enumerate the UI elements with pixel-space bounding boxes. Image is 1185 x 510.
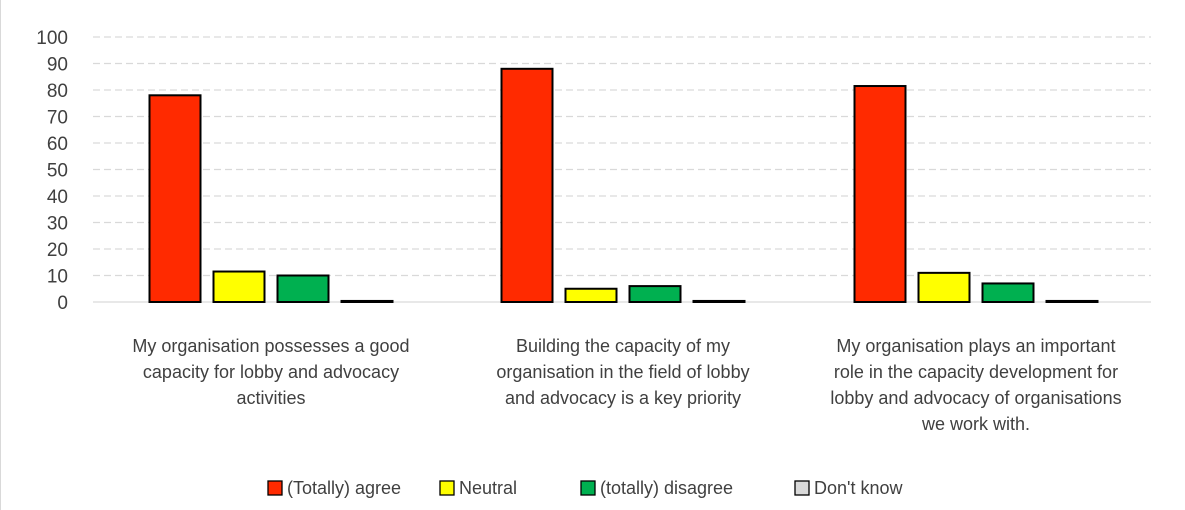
legend-swatch bbox=[267, 480, 283, 496]
bar bbox=[276, 274, 330, 303]
y-tick-label: 60 bbox=[47, 134, 68, 155]
bar bbox=[340, 299, 394, 304]
bars bbox=[148, 67, 1099, 304]
bar bbox=[628, 285, 682, 304]
x-axis-labels: My organisation possesses a good capacity… bbox=[132, 336, 1121, 434]
legend-swatch bbox=[580, 480, 596, 496]
x-category-label: Building the capacity of my organisation … bbox=[496, 336, 749, 408]
x-category-label-line: role in the capacity development for bbox=[834, 362, 1118, 382]
y-tick-label: 70 bbox=[47, 108, 68, 129]
x-category-label-line: organisation in the field of lobby bbox=[496, 362, 749, 382]
x-category-label: My organisation plays an important role i… bbox=[830, 336, 1121, 434]
y-tick-label: 10 bbox=[47, 267, 68, 288]
x-category-label-line: lobby and advocacy of organisations bbox=[830, 388, 1121, 408]
y-tick-label: 90 bbox=[47, 55, 68, 76]
bar bbox=[917, 271, 971, 304]
y-tick-label: 40 bbox=[47, 187, 68, 208]
legend-label: Don't know bbox=[814, 478, 903, 498]
legend: (Totally) agree Neutral (totally) disagree… bbox=[267, 478, 903, 498]
x-category-label-line: activities bbox=[236, 388, 305, 408]
gridlines bbox=[93, 36, 1151, 277]
x-category-label-line: Building the capacity of my bbox=[516, 336, 730, 356]
legend-label: (Totally) agree bbox=[287, 478, 401, 498]
bar bbox=[500, 67, 554, 303]
x-category-label-line: My organisation plays an important bbox=[836, 336, 1115, 356]
bar bbox=[692, 299, 746, 304]
y-tick-label: 50 bbox=[47, 161, 68, 182]
bar bbox=[212, 270, 266, 303]
y-tick-label: 30 bbox=[47, 214, 68, 235]
y-axis: 0 10 20 30 40 50 60 70 80 90 100 bbox=[36, 28, 68, 314]
y-tick-label: 100 bbox=[36, 28, 68, 49]
legend-swatch bbox=[794, 480, 810, 496]
bar bbox=[148, 94, 202, 303]
bar bbox=[981, 282, 1035, 304]
legend-label: Neutral bbox=[459, 478, 517, 498]
y-tick-label: 0 bbox=[57, 293, 68, 314]
bar bbox=[564, 287, 618, 303]
y-tick-label: 20 bbox=[47, 240, 68, 261]
bar bbox=[1045, 299, 1099, 304]
x-category-label-line: we work with. bbox=[921, 414, 1030, 434]
x-category-label-line: My organisation possesses a good bbox=[132, 336, 409, 356]
bar bbox=[853, 85, 907, 304]
x-category-label-line: and advocacy is a key priority bbox=[505, 388, 741, 408]
x-category-label: My organisation possesses a good capacity… bbox=[132, 336, 409, 408]
y-tick-label: 80 bbox=[47, 81, 68, 102]
legend-label: (totally) disagree bbox=[600, 478, 733, 498]
x-category-label-line: capacity for lobby and advocacy bbox=[143, 362, 399, 382]
legend-swatch bbox=[439, 480, 455, 496]
